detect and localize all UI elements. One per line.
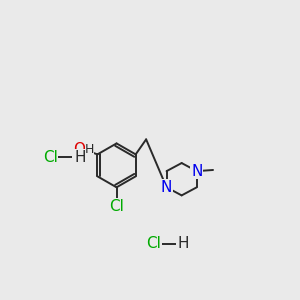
Text: Cl: Cl (146, 236, 161, 251)
Text: O: O (73, 142, 85, 157)
Text: H: H (75, 150, 86, 165)
Text: Cl: Cl (43, 150, 58, 165)
Text: N: N (191, 164, 202, 178)
Text: H: H (85, 142, 94, 156)
Text: Cl: Cl (109, 199, 124, 214)
Text: H: H (177, 236, 189, 251)
Text: N: N (161, 180, 172, 195)
